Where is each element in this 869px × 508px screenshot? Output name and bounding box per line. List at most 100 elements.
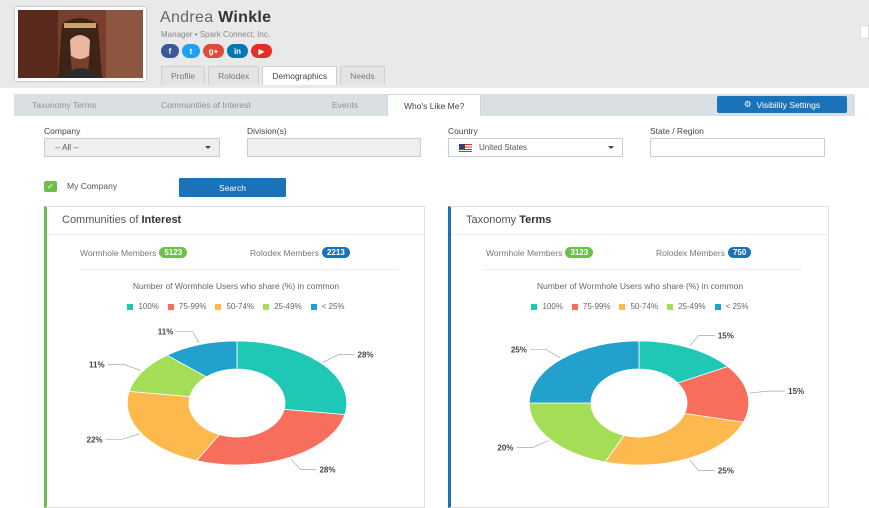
tab-rolodex[interactable]: Rolodex [208, 66, 260, 85]
donut-slice[interactable] [528, 340, 640, 404]
rolodex-count-badge: 750 [727, 247, 752, 258]
subtab-taxonomy-terms[interactable]: Taxonomy Terms [32, 100, 97, 110]
company-value: -- All -- [55, 143, 79, 152]
country-select[interactable]: United States [448, 138, 623, 157]
legend-item: 100% [531, 302, 563, 311]
state-field[interactable] [650, 138, 825, 157]
legend-label: 100% [542, 302, 563, 311]
us-flag-icon [459, 143, 472, 152]
first-name: Andrea [160, 9, 214, 26]
communities-panel: Communities of Interest Wormhole Members… [44, 206, 425, 508]
facebook-icon[interactable]: f [161, 44, 179, 58]
side-toggle[interactable] [860, 25, 869, 39]
slice-leader-line [689, 459, 715, 472]
donut-slice[interactable] [166, 340, 238, 378]
country-value: United States [479, 143, 528, 152]
slice-label: 25% [511, 345, 527, 354]
panel-title-plain: Taxonomy [466, 214, 517, 226]
slice-label: 15% [788, 387, 804, 396]
slice-leader-line [529, 348, 561, 359]
subtab-whos-like-me[interactable]: Who's Like Me? [387, 94, 482, 116]
last-name: Winkle [218, 9, 272, 26]
visibility-settings-button[interactable]: ⚙ Visibility Settings [717, 96, 847, 113]
chart-legend: 100% 75-99% 50-74% 25-49% < 25% [47, 302, 425, 311]
slice-leader-line [176, 331, 200, 343]
division-field[interactable] [247, 138, 421, 157]
legend-label: 50-74% [226, 302, 255, 311]
tab-demographics[interactable]: Demographics [262, 66, 338, 85]
tab-profile[interactable]: Profile [161, 66, 206, 85]
donut-slice[interactable] [528, 402, 625, 463]
legend-item: < 25% [310, 302, 345, 311]
wormhole-members-label: Wormhole Members [486, 247, 563, 258]
youtube-icon[interactable]: ▶ [251, 44, 272, 58]
legend-item: 25-49% [263, 302, 302, 311]
legend-label: 75-99% [582, 302, 611, 311]
division-label: Division(s) [247, 126, 287, 136]
taxonomy-panel: Taxonomy Terms Wormhole Members 3123 Rol… [448, 206, 829, 508]
taxonomy-donut-chart: 15% 15% 25% 20% 25% [497, 331, 804, 475]
linkedin-icon[interactable]: in [227, 44, 248, 58]
slice-label: 28% [319, 466, 335, 475]
legend-swatch [714, 303, 721, 310]
visibility-settings-label: Visibility Settings [756, 99, 821, 110]
slice-leader-line [689, 334, 715, 347]
check-icon: ✓ [47, 182, 54, 191]
slice-leader-line [749, 390, 786, 394]
slice-label: 11% [89, 360, 105, 369]
legend-swatch [531, 303, 538, 310]
legend-swatch [215, 303, 222, 310]
subtab-communities-of-interest[interactable]: Communities of Interest [161, 100, 251, 110]
legend-item: 25-49% [667, 302, 706, 311]
communities-donut-chart: 28% 28% 22% 11% 11% [87, 327, 374, 475]
slice-label: 11% [158, 327, 174, 336]
legend-item: 75-99% [571, 302, 611, 311]
legend-swatch [167, 303, 174, 310]
profile-header: Andrea Winkle Manager • Spark Connect, I… [0, 0, 869, 88]
slice-leader-line [516, 440, 549, 448]
my-company-label: My Company [67, 181, 118, 191]
google-plus-icon[interactable]: g+ [203, 44, 224, 58]
slice-label: 28% [358, 351, 374, 360]
slice-label: 15% [718, 331, 734, 340]
slice-leader-line [322, 354, 355, 363]
divider [451, 234, 828, 235]
company-select[interactable]: -- All -- [44, 138, 220, 157]
donut-slice[interactable] [126, 390, 221, 462]
chart-legend: 100% 75-99% 50-74% 25-49% < 25% [451, 302, 829, 311]
panel-title: Taxonomy Terms [466, 214, 551, 226]
wormhole-count-badge: 3123 [565, 247, 594, 258]
legend-item: 100% [127, 302, 159, 311]
donut-slice[interactable] [236, 340, 348, 416]
legend-item: < 25% [714, 302, 749, 311]
donut-slice[interactable] [195, 408, 346, 466]
rolodex-members-label: Rolodex Members [656, 247, 725, 258]
legend-swatch [571, 303, 578, 310]
legend-item: 50-74% [619, 302, 658, 311]
wormhole-members-label: Wormhole Members [80, 247, 157, 258]
legend-label: 25-49% [274, 302, 302, 311]
search-button[interactable]: Search [179, 178, 286, 197]
legend-label: 100% [138, 302, 159, 311]
panel-title-bold: Interest [141, 214, 182, 226]
my-company-checkbox[interactable]: ✓ [44, 181, 57, 192]
chevron-down-icon [205, 146, 211, 149]
wormhole-count-badge: 5123 [159, 247, 188, 258]
panel-title: Communities of Interest [62, 214, 181, 226]
rolodex-members: Rolodex Members 2213 [250, 247, 350, 258]
wormhole-members: Wormhole Members 5123 [80, 247, 188, 258]
slice-leader-line [290, 458, 317, 470]
legend-label: 50-74% [630, 302, 659, 311]
rolodex-count-badge: 2213 [321, 247, 350, 258]
donut-slice[interactable] [604, 413, 745, 466]
divider [484, 269, 802, 270]
avatar [15, 7, 146, 81]
twitter-icon[interactable]: t [182, 44, 200, 58]
slice-label: 20% [497, 444, 513, 453]
gear-icon: ⚙ [743, 99, 752, 109]
legend-swatch [310, 303, 317, 310]
tab-needs[interactable]: Needs [340, 66, 385, 85]
slice-label: 22% [87, 436, 103, 445]
subtab-events[interactable]: Events [332, 100, 358, 110]
profile-subtitle: Manager • Spark Connect, Inc. [161, 30, 271, 39]
